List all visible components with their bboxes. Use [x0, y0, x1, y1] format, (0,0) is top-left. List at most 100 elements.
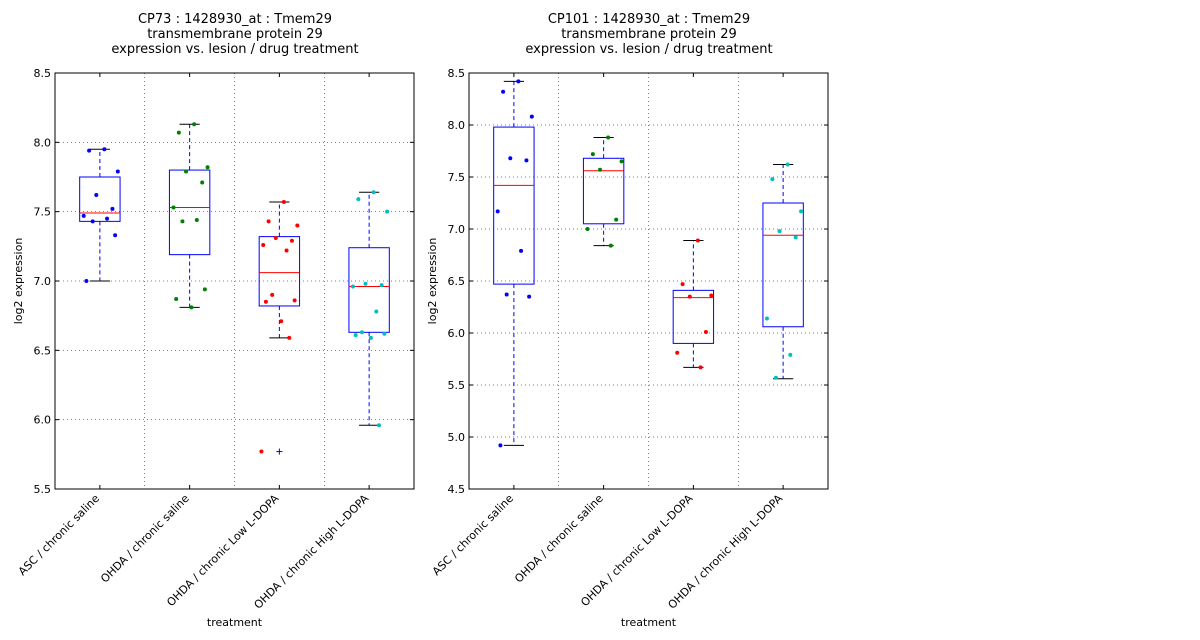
y-tick-label: 5.0 — [448, 431, 466, 444]
data-point — [524, 158, 529, 163]
data-point — [498, 443, 503, 448]
data-point — [110, 206, 115, 211]
data-point — [788, 352, 793, 357]
box-iqr — [348, 247, 390, 333]
data-point — [192, 122, 197, 127]
box-iqr — [79, 176, 121, 222]
x-axis-label: treatment — [621, 616, 677, 629]
x-tick-label: ASC / chronic saline — [16, 492, 102, 578]
data-point — [113, 233, 118, 238]
data-point — [266, 219, 271, 224]
data-point — [371, 190, 376, 195]
y-tick-label: 6.0 — [34, 414, 52, 427]
y-tick-label: 4.5 — [448, 483, 466, 496]
data-point — [205, 165, 210, 170]
data-point — [105, 216, 110, 221]
chart-title-line: expression vs. lesion / drug treatment — [111, 42, 358, 57]
data-point — [598, 167, 603, 172]
y-tick-label: 7.0 — [34, 275, 52, 288]
data-point — [608, 243, 613, 248]
x-tick-label: OHDA / chronic saline — [512, 492, 606, 586]
data-point — [350, 284, 355, 289]
y-tick-label: 7.5 — [448, 171, 466, 184]
data-point — [353, 333, 358, 338]
chart-title-line: CP73 : 1428930_at : Tmem29 — [138, 12, 332, 27]
x-tick-label: ASC / chronic saline — [430, 492, 516, 578]
data-point — [614, 217, 619, 222]
data-point — [695, 238, 700, 243]
y-tick-label: 5.5 — [34, 483, 52, 496]
plot-frame — [468, 72, 829, 490]
data-point — [261, 242, 266, 247]
x-tick-label: OHDA / chronic saline — [98, 492, 192, 586]
data-point — [585, 227, 590, 231]
data-point — [115, 169, 120, 174]
y-tick-label: 8.5 — [448, 67, 466, 80]
data-point — [287, 335, 292, 340]
data-point — [590, 152, 595, 157]
data-point — [270, 292, 275, 297]
data-point — [194, 217, 199, 222]
data-point — [785, 162, 790, 167]
data-point — [295, 223, 300, 228]
data-point — [81, 213, 86, 218]
box-iqr — [672, 289, 715, 344]
chart-title-line: transmembrane protein 29 — [561, 27, 737, 42]
data-point — [180, 219, 185, 224]
x-axis-label: treatment — [207, 616, 263, 629]
y-tick-label: 5.5 — [448, 379, 466, 392]
box-iqr — [258, 236, 301, 307]
chart-title-line: transmembrane protein 29 — [147, 27, 323, 42]
data-point — [680, 282, 685, 287]
data-point — [176, 130, 181, 135]
data-point — [84, 279, 89, 283]
data-point — [376, 423, 381, 428]
data-point — [90, 219, 95, 224]
y-tick-label: 8.5 — [34, 67, 52, 80]
data-point — [263, 299, 268, 304]
data-point — [495, 209, 500, 214]
data-point — [87, 148, 92, 153]
data-point — [174, 297, 179, 302]
data-point — [619, 159, 624, 164]
y-tick-label: 6.5 — [34, 344, 52, 357]
plot-frame — [54, 72, 415, 490]
data-point — [764, 316, 769, 321]
data-point — [709, 293, 714, 298]
data-point — [698, 365, 703, 370]
data-point — [770, 177, 775, 182]
box-iqr — [493, 126, 535, 285]
data-point — [504, 292, 509, 297]
data-point — [687, 294, 692, 299]
data-point — [202, 287, 207, 292]
data-point — [379, 283, 384, 288]
y-tick-label: 8.0 — [448, 119, 466, 132]
data-point — [289, 238, 294, 243]
data-point — [793, 235, 798, 240]
data-point — [94, 193, 99, 198]
data-point — [777, 229, 782, 234]
data-point — [529, 114, 534, 119]
y-tick-label: 6.0 — [448, 327, 466, 340]
y-tick-label: 8.0 — [34, 136, 52, 149]
data-point — [281, 199, 286, 204]
y-axis-label: log2 expression — [12, 238, 25, 325]
boxplot-cp73: CP73 : 1428930_at : Tmem29transmembrane … — [12, 12, 415, 629]
data-point — [184, 169, 189, 174]
data-point — [359, 330, 364, 335]
data-point — [259, 449, 264, 454]
data-point — [171, 205, 176, 210]
data-point — [363, 281, 368, 286]
data-point — [292, 298, 297, 303]
data-point — [385, 209, 390, 214]
data-point — [356, 197, 361, 202]
y-axis-label: log2 expression — [426, 238, 439, 325]
data-point — [675, 350, 680, 355]
box-iqr — [762, 202, 804, 328]
data-point — [382, 331, 387, 336]
data-point — [501, 89, 506, 94]
data-point — [773, 375, 778, 380]
data-point — [508, 156, 513, 161]
data-point — [516, 79, 521, 84]
